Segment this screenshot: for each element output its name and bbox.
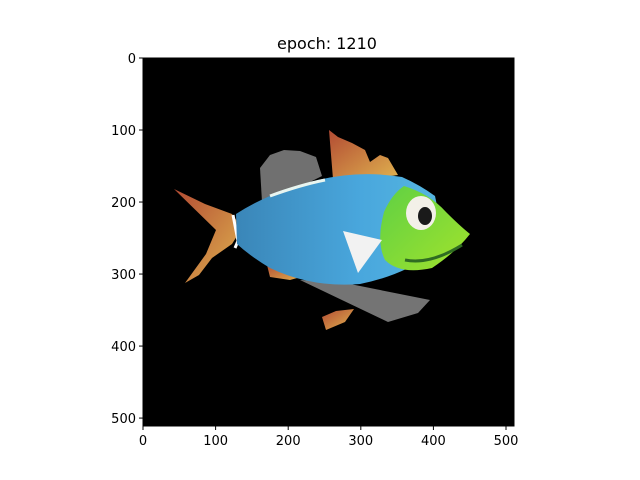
y-axis: 0 100 200 300 400 500 <box>111 52 143 427</box>
axes <box>142 57 515 427</box>
x-tick-label: 100 <box>203 434 228 449</box>
y-tick-label: 500 <box>111 412 136 427</box>
y-tick-label: 400 <box>111 340 136 355</box>
x-tick-label: 400 <box>421 434 446 449</box>
x-tick-label: 200 <box>276 434 301 449</box>
gill-fin <box>343 231 382 273</box>
y-tick-label: 0 <box>128 52 136 67</box>
dorsal-fin-gray <box>260 150 322 202</box>
y-tick-label: 100 <box>111 124 136 139</box>
chart-title: epoch: 1210 <box>277 34 377 53</box>
y-tick-label: 200 <box>111 196 136 211</box>
body-highlight <box>269 178 326 198</box>
axes-frame <box>142 57 515 427</box>
dorsal-fin-orange <box>329 130 398 180</box>
anal-fin <box>322 309 354 330</box>
mouth <box>404 243 463 263</box>
eye-pupil <box>418 207 432 225</box>
belly-shadow <box>300 280 430 322</box>
x-tick-label: 500 <box>494 434 519 449</box>
x-axis: 0 100 200 300 400 500 <box>139 426 519 449</box>
y-tick-label: 300 <box>111 268 136 283</box>
x-tick-label: 300 <box>348 434 373 449</box>
tail-fin <box>174 189 242 283</box>
fish-image <box>174 130 470 330</box>
x-tick-label: 0 <box>139 434 147 449</box>
